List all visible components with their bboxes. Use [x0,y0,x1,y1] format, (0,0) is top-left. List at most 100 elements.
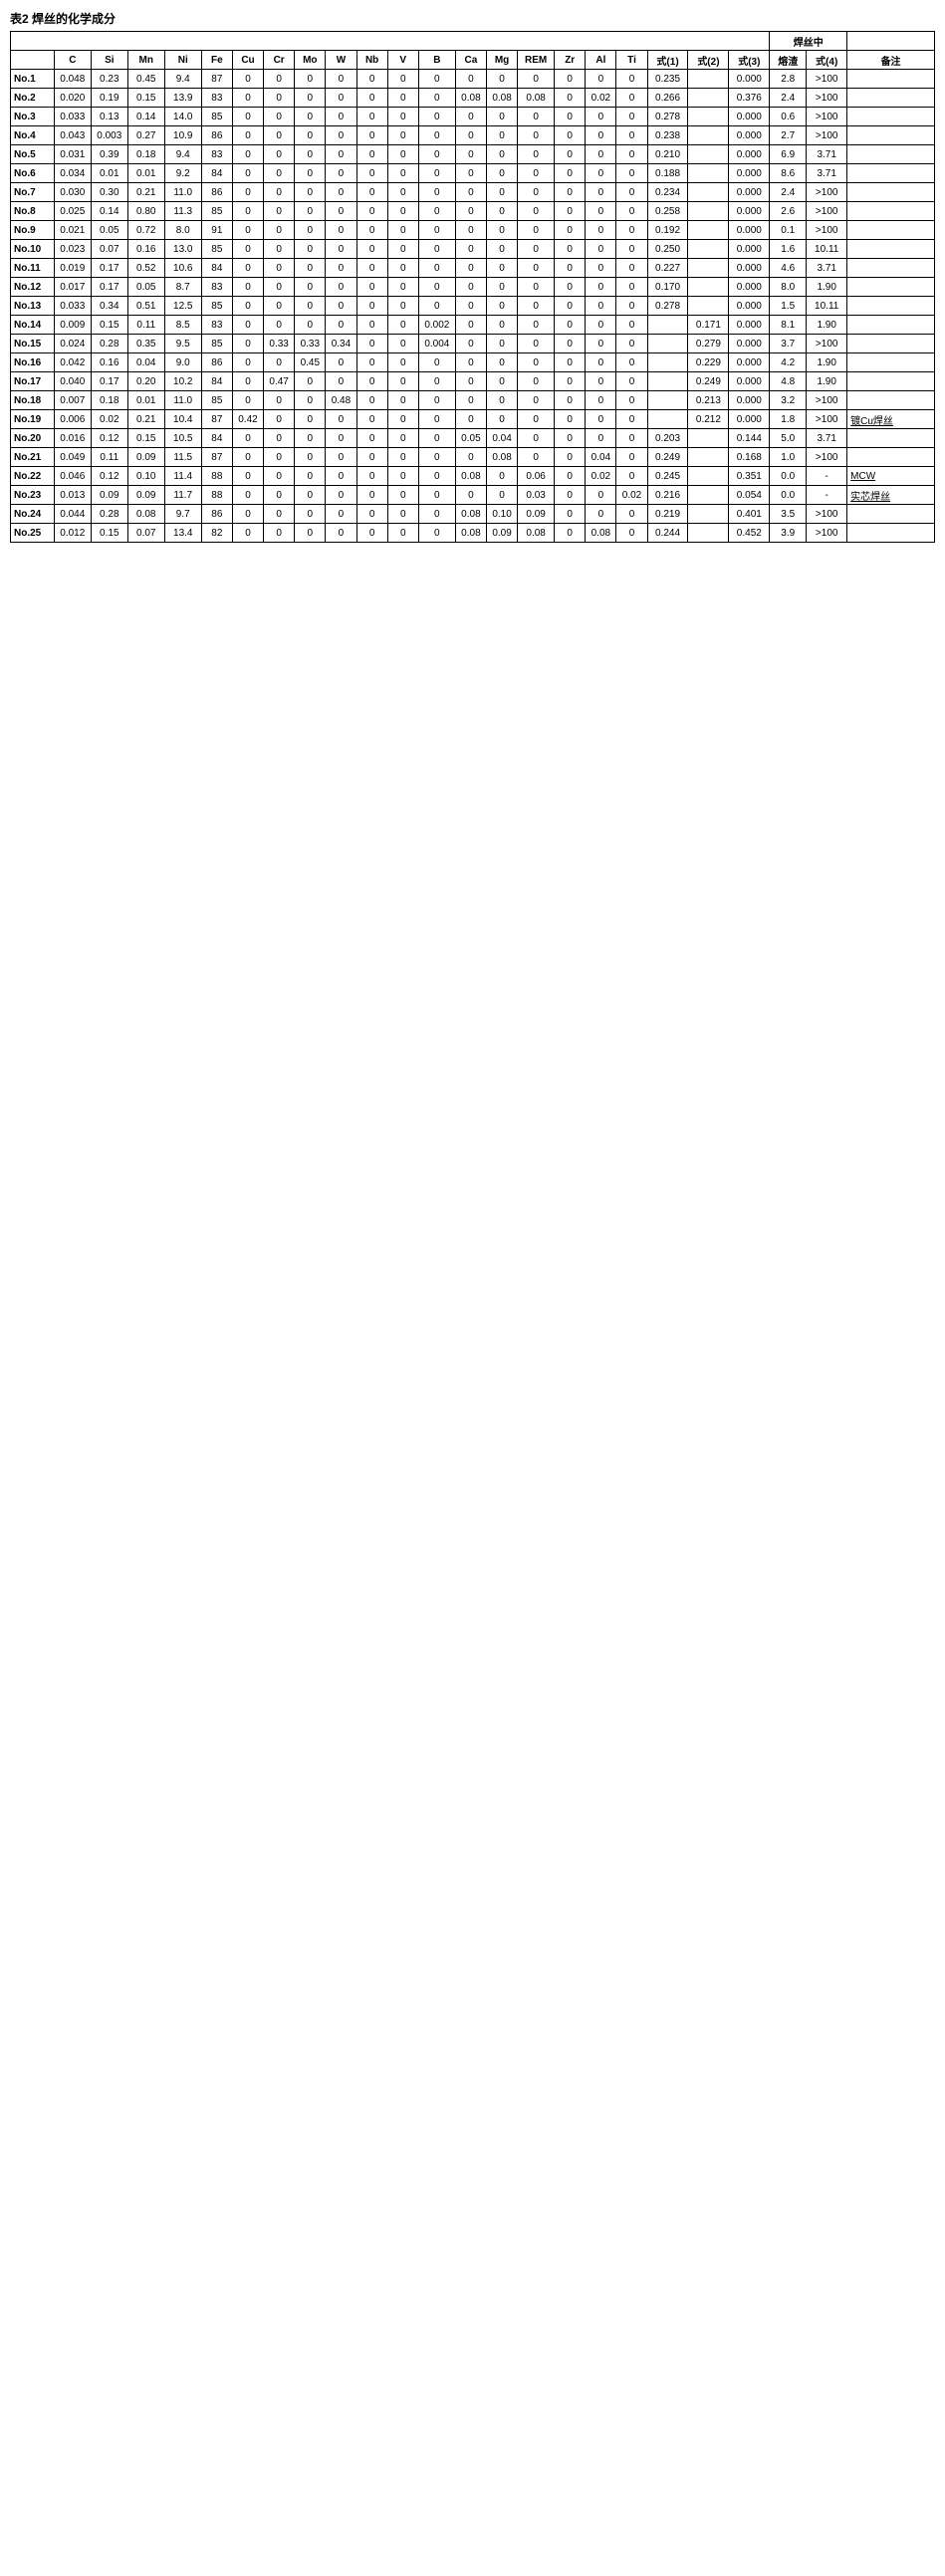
cell-remark [847,335,935,353]
col-head-20: 式(2) [688,51,729,70]
cell-mo: 0 [295,164,326,183]
cell-fe: 84 [201,372,232,391]
cell-f3: 0.168 [729,448,770,467]
cell-v: 0 [387,259,418,278]
cell-ca: 0 [455,391,486,410]
col-head-6: Cu [232,51,263,70]
cell-mo: 0 [295,108,326,126]
cell-cr: 0 [264,145,295,164]
cell-b: 0 [418,372,455,391]
cell-f1 [647,410,688,429]
cell-fe: 86 [201,183,232,202]
cell-id: No.21 [11,448,55,467]
cell-c: 0.033 [54,297,91,316]
cell-cr: 0 [264,89,295,108]
cell-v: 0 [387,316,418,335]
cell-nb: 0 [356,297,387,316]
cell-cu: 0 [232,145,263,164]
cell-remark [847,353,935,372]
cell-si: 0.34 [91,297,127,316]
cell-remark [847,372,935,391]
cell-c: 0.016 [54,429,91,448]
cell-f3: 0.376 [729,89,770,108]
cell-zr: 0 [555,429,586,448]
cell-cu: 0 [232,89,263,108]
cell-mg: 0 [486,70,517,89]
cell-fe: 83 [201,89,232,108]
cell-ca: 0 [455,108,486,126]
cell-b: 0 [418,183,455,202]
col-head-17: Al [586,51,616,70]
cell-si: 0.28 [91,335,127,353]
cell-mo: 0 [295,410,326,429]
table-row: No.90.0210.050.728.09100000000000000.192… [11,221,935,240]
cell-al: 0.02 [586,89,616,108]
cell-v: 0 [387,372,418,391]
cell-cu: 0 [232,448,263,467]
cell-mn: 0.52 [127,259,164,278]
cell-rem: 0 [518,316,555,335]
cell-cu: 0.42 [232,410,263,429]
cell-al: 0 [586,183,616,202]
cell-nb: 0 [356,164,387,183]
cell-ca: 0 [455,278,486,297]
cell-id: No.5 [11,145,55,164]
cell-v: 0 [387,202,418,221]
cell-f2 [688,221,729,240]
cell-c: 0.006 [54,410,91,429]
cell-al: 0 [586,221,616,240]
cell-mo: 0.45 [295,353,326,372]
cell-al: 0 [586,429,616,448]
cell-id: No.13 [11,297,55,316]
cell-slag: 8.6 [770,164,807,183]
cell-si: 0.11 [91,448,127,467]
cell-slag: 3.5 [770,505,807,524]
cell-f1: 0.245 [647,467,688,486]
cell-remark: MCW [847,467,935,486]
cell-ti: 0 [616,524,647,543]
cell-mg: 0 [486,202,517,221]
cell-ti: 0 [616,202,647,221]
cell-cu: 0 [232,126,263,145]
cell-b: 0 [418,108,455,126]
table-row: No.160.0420.160.049.086000.4500000000000… [11,353,935,372]
cell-si: 0.01 [91,164,127,183]
cell-mn: 0.20 [127,372,164,391]
cell-mo: 0 [295,89,326,108]
cell-ti: 0 [616,145,647,164]
cell-fe: 83 [201,316,232,335]
cell-mn: 0.14 [127,108,164,126]
cell-slag: 1.5 [770,297,807,316]
cell-b: 0 [418,297,455,316]
cell-mg: 0.08 [486,89,517,108]
cell-zr: 0 [555,505,586,524]
cell-w: 0 [326,278,356,297]
cell-remark [847,524,935,543]
cell-c: 0.049 [54,448,91,467]
cell-f4: 3.71 [807,164,847,183]
cell-nb: 0 [356,505,387,524]
cell-f4: 1.90 [807,372,847,391]
cell-f4: 3.71 [807,429,847,448]
cell-ti: 0 [616,448,647,467]
cell-w: 0 [326,183,356,202]
cell-v: 0 [387,505,418,524]
cell-al: 0 [586,297,616,316]
cell-f2 [688,467,729,486]
cell-f2 [688,145,729,164]
cell-remark [847,89,935,108]
cell-cu: 0 [232,524,263,543]
cell-rem: 0 [518,410,555,429]
table-row: No.140.0090.150.118.5830000000.002000000… [11,316,935,335]
cell-fe: 84 [201,429,232,448]
cell-zr: 0 [555,448,586,467]
cell-b: 0 [418,448,455,467]
cell-f1: 0.203 [647,429,688,448]
cell-rem: 0.09 [518,505,555,524]
cell-f2 [688,505,729,524]
cell-f2 [688,259,729,278]
cell-ni: 9.4 [164,145,201,164]
cell-id: No.4 [11,126,55,145]
table-row: No.190.0060.020.2110.4870.42000000000000… [11,410,935,429]
cell-rem: 0 [518,448,555,467]
